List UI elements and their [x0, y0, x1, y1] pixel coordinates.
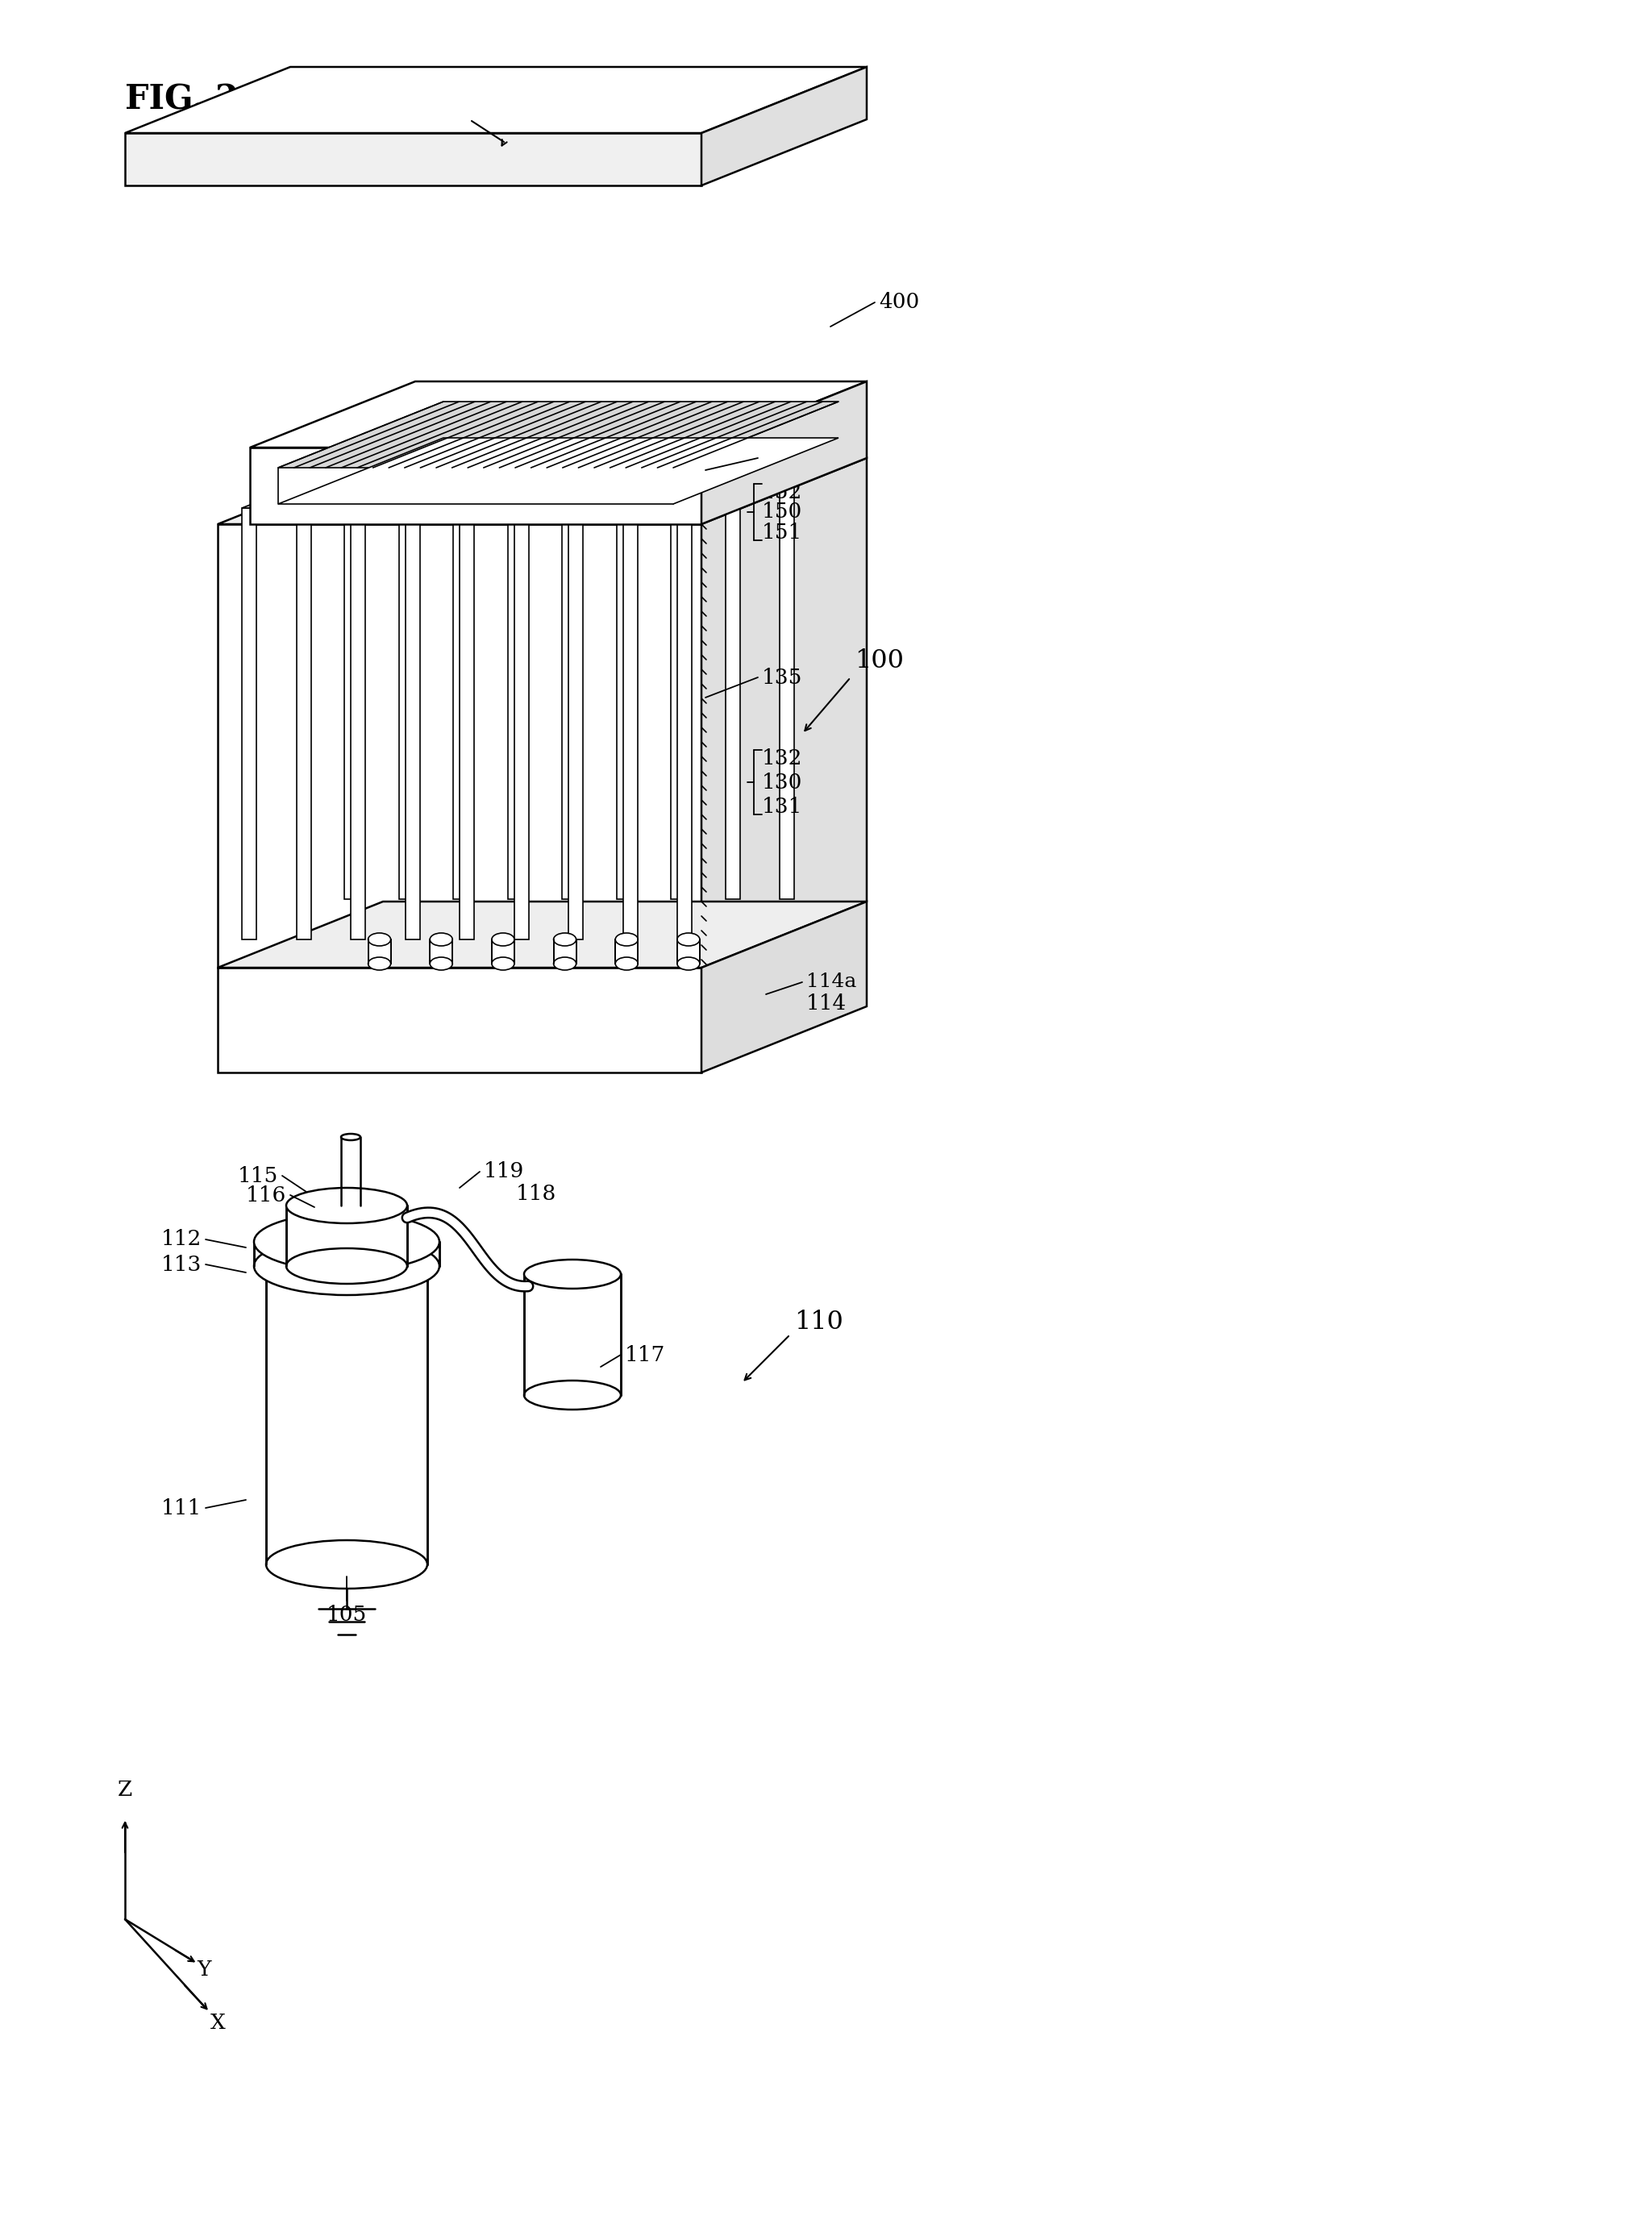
Ellipse shape	[368, 932, 390, 946]
Ellipse shape	[524, 1259, 621, 1288]
Polygon shape	[702, 901, 867, 1072]
Polygon shape	[126, 67, 867, 133]
Polygon shape	[286, 1205, 406, 1265]
Polygon shape	[568, 468, 686, 508]
Ellipse shape	[553, 932, 577, 946]
Text: 105: 105	[327, 1605, 367, 1625]
Polygon shape	[296, 468, 413, 508]
Ellipse shape	[266, 1541, 428, 1590]
Polygon shape	[725, 468, 740, 899]
Polygon shape	[241, 508, 256, 939]
Polygon shape	[615, 939, 638, 963]
Ellipse shape	[677, 957, 700, 970]
Polygon shape	[218, 524, 702, 968]
Polygon shape	[218, 457, 867, 524]
Polygon shape	[405, 508, 420, 939]
Ellipse shape	[615, 957, 638, 970]
Polygon shape	[562, 468, 577, 899]
Text: 131: 131	[762, 797, 803, 817]
Text: 111: 111	[160, 1498, 202, 1518]
Text: 115: 115	[238, 1166, 278, 1185]
Polygon shape	[677, 508, 692, 939]
Polygon shape	[702, 457, 867, 968]
Text: 114a: 114a	[806, 972, 856, 992]
Text: 116: 116	[246, 1185, 286, 1205]
Text: 112: 112	[160, 1230, 202, 1250]
Polygon shape	[278, 437, 839, 504]
Ellipse shape	[254, 1237, 439, 1294]
Polygon shape	[459, 468, 577, 508]
Polygon shape	[430, 939, 453, 963]
Text: 114: 114	[806, 995, 847, 1015]
Polygon shape	[254, 1241, 439, 1265]
Ellipse shape	[266, 1234, 428, 1283]
Polygon shape	[677, 939, 700, 963]
Polygon shape	[623, 468, 740, 508]
Polygon shape	[623, 508, 638, 939]
Ellipse shape	[368, 957, 390, 970]
Polygon shape	[218, 968, 702, 1072]
Polygon shape	[249, 382, 867, 448]
Polygon shape	[507, 468, 522, 899]
Text: 155: 155	[762, 448, 803, 468]
Text: 113: 113	[160, 1254, 202, 1274]
Ellipse shape	[286, 1248, 406, 1283]
Polygon shape	[278, 402, 839, 468]
Text: 130: 130	[762, 773, 803, 793]
Polygon shape	[553, 939, 577, 963]
Text: FIG. 2: FIG. 2	[126, 82, 238, 115]
Text: 151: 151	[762, 522, 803, 542]
Polygon shape	[568, 508, 583, 939]
Text: 117: 117	[624, 1345, 666, 1365]
Polygon shape	[514, 468, 631, 508]
Polygon shape	[405, 468, 522, 508]
Ellipse shape	[492, 932, 514, 946]
Polygon shape	[350, 468, 468, 508]
Text: A: A	[451, 100, 468, 122]
Polygon shape	[514, 508, 529, 939]
Text: 150: 150	[762, 502, 803, 522]
Ellipse shape	[430, 932, 453, 946]
Polygon shape	[368, 939, 390, 963]
Text: 135: 135	[762, 668, 803, 688]
Polygon shape	[266, 1259, 428, 1565]
Text: 118: 118	[515, 1183, 557, 1203]
Polygon shape	[459, 508, 474, 939]
Polygon shape	[524, 1274, 621, 1394]
Text: 152: 152	[762, 482, 803, 502]
Ellipse shape	[492, 957, 514, 970]
Polygon shape	[702, 67, 867, 186]
Polygon shape	[453, 468, 468, 899]
Polygon shape	[126, 133, 702, 186]
Polygon shape	[677, 468, 795, 508]
Text: 100: 100	[854, 648, 904, 673]
Polygon shape	[671, 468, 686, 899]
Text: 400: 400	[879, 293, 919, 313]
Ellipse shape	[254, 1212, 439, 1270]
Polygon shape	[344, 468, 358, 899]
Ellipse shape	[677, 932, 700, 946]
Polygon shape	[780, 468, 795, 899]
Text: X: X	[210, 2011, 225, 2034]
Text: Z: Z	[117, 1780, 132, 1800]
Ellipse shape	[524, 1381, 621, 1410]
Text: Y: Y	[197, 1958, 211, 1980]
Text: 119: 119	[484, 1161, 524, 1181]
Polygon shape	[241, 468, 358, 508]
Ellipse shape	[615, 932, 638, 946]
Polygon shape	[492, 939, 514, 963]
Polygon shape	[350, 508, 365, 939]
Polygon shape	[249, 448, 702, 524]
Text: 132: 132	[762, 748, 803, 768]
Ellipse shape	[553, 957, 577, 970]
Ellipse shape	[430, 957, 453, 970]
Text: 110: 110	[795, 1310, 843, 1334]
Polygon shape	[616, 468, 631, 899]
Polygon shape	[296, 508, 311, 939]
Polygon shape	[702, 382, 867, 524]
Polygon shape	[218, 901, 867, 968]
Ellipse shape	[340, 1134, 360, 1141]
Ellipse shape	[286, 1188, 406, 1223]
Polygon shape	[398, 468, 413, 899]
